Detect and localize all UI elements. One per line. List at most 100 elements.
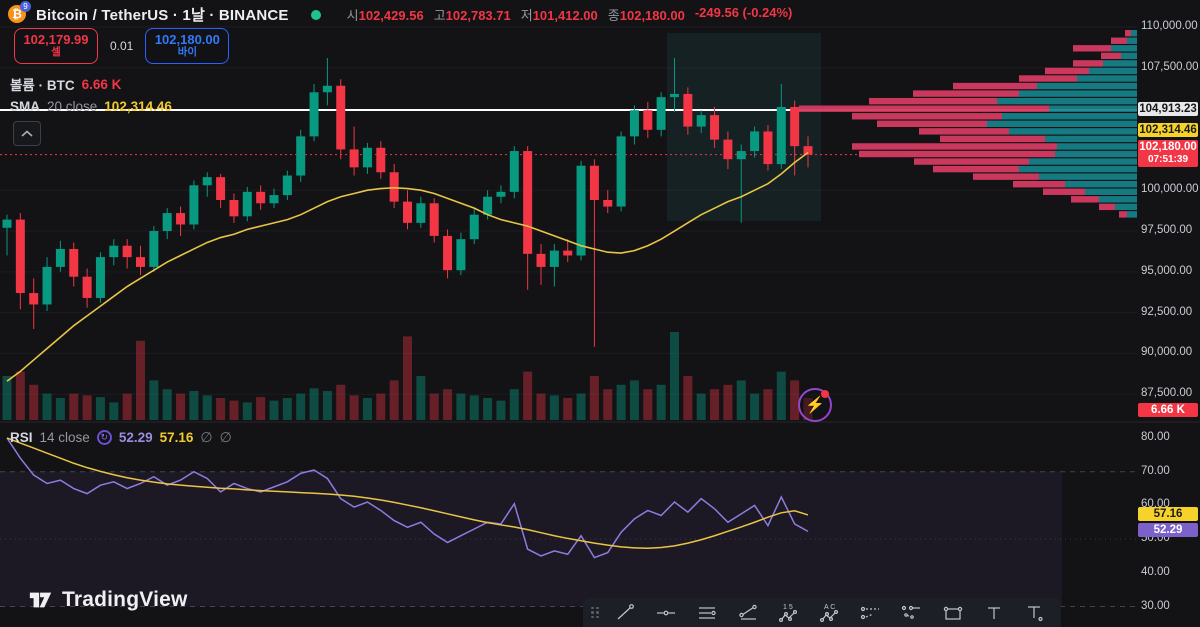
svg-text:A C: A C <box>824 604 835 611</box>
parallel-channel-icon <box>699 606 716 619</box>
rsi-band <box>0 471 1137 607</box>
tradingview-logo-text: TradingView <box>62 588 188 611</box>
symbol-title[interactable]: Bitcoin / TetherUS · 1날 · BINANCE <box>36 7 289 24</box>
axis-tick-label: 30.00 <box>1141 599 1170 612</box>
trade-panel: 102,179.99 셀 0.01 102,180.00 바이 <box>14 28 230 64</box>
volume-legend-title[interactable]: 볼륨 · BTC <box>10 78 75 93</box>
rsi-ma-value: 57.16 <box>159 430 194 445</box>
volume-legend: 볼륨 · BTC 6.66 K <box>10 74 121 94</box>
elliott-correction-icon: A C <box>819 604 838 622</box>
header: ₿ 9 Bitcoin / TetherUS · 1날 · BINANCE 시1… <box>8 0 793 25</box>
tool-pitchfork[interactable] <box>730 600 767 626</box>
last-price-value: 102,180.00 <box>1139 140 1197 153</box>
volume-bars <box>2 332 813 420</box>
volume-legend-value: 6.66 K <box>81 76 122 92</box>
sell-label: 셀 <box>51 46 61 59</box>
rsi-legend: RSI 14 close ↻ 52.29 57.16 ∅ ∅ <box>10 429 232 446</box>
low-value: 101,412.00 <box>532 8 598 23</box>
rsi-ma-badge: 57.16 <box>1138 506 1198 521</box>
rsi-legend-title[interactable]: RSI <box>10 430 33 445</box>
rsi-empty-icon-1: ∅ <box>200 429 213 445</box>
anchored-text-icon <box>1027 605 1043 621</box>
open-label: 시 <box>346 8 359 23</box>
buy-button[interactable]: 102,180.00 바이 <box>145 28 230 64</box>
buy-price: 102,180.00 <box>154 32 220 48</box>
sell-button[interactable]: 102,179.99 셀 <box>14 28 98 64</box>
svg-text:1 5: 1 5 <box>783 604 793 611</box>
axis-tick-label: 87,500.00 <box>1141 387 1193 400</box>
long-position-icon <box>860 606 879 619</box>
last-price-badge: 102,180.00 07:51:39 <box>1138 139 1198 168</box>
tool-anchored-text[interactable] <box>1016 600 1053 626</box>
open-value: 102,429.56 <box>358 8 424 23</box>
sma-legend: SMA 20 close 102,314.46 <box>10 99 172 114</box>
tool-text[interactable] <box>975 600 1012 626</box>
close-label: 종 <box>607 8 620 23</box>
sma-price-badge: 102,314.46 <box>1138 123 1198 137</box>
axis-tick-label: 95,000.00 <box>1141 264 1193 277</box>
horizontal-line-icon <box>657 610 676 615</box>
volume-badge: 6.66 K <box>1138 403 1198 417</box>
notification-dot <box>821 390 829 398</box>
ohlc-values: 시102,429.56 고102,783.71 저101,412.00 종102… <box>347 5 793 24</box>
bitcoin-logo-icon: ₿ 9 <box>8 0 31 25</box>
drawing-toolbar: 1 5 A C <box>583 598 1061 627</box>
high-label: 고 <box>433 8 446 23</box>
axis-tick-label: 70.00 <box>1141 464 1170 477</box>
low-label: 저 <box>520 8 533 23</box>
tool-forecast[interactable] <box>893 600 930 626</box>
axis-tick-label: 40.00 <box>1141 565 1170 578</box>
tool-elliott-correction[interactable]: A C <box>812 600 849 626</box>
tradingview-logo-icon <box>29 592 52 608</box>
buy-label: 바이 <box>177 46 198 59</box>
rsi-legend-params: 14 close <box>39 430 90 445</box>
tool-parallel-channel[interactable] <box>689 600 726 626</box>
text-tool-icon <box>987 606 1000 619</box>
axis-tick-label: 92,500.00 <box>1141 305 1193 318</box>
tool-horizontal-line[interactable] <box>648 600 685 626</box>
rsi-empty-icon-2: ∅ <box>219 429 232 445</box>
market-status-dot-icon[interactable] <box>310 9 321 20</box>
rsi-line[interactable] <box>6 437 809 559</box>
close-value: 102,180.00 <box>619 8 685 23</box>
axis-tick-label: 97,500.00 <box>1141 224 1193 236</box>
rectangle-icon <box>943 606 962 620</box>
tool-long-position[interactable] <box>852 600 889 626</box>
axis-tick-label: 80.00 <box>1141 431 1170 443</box>
rsi-badge: 52.29 <box>1138 523 1198 538</box>
rsi-ma-line[interactable] <box>6 437 809 549</box>
axis-tick-label: 90,000.00 <box>1141 346 1193 359</box>
volume-profile <box>799 30 1137 218</box>
axis-tick-label: 110,000.00 <box>1141 20 1198 32</box>
tool-elliott-impulse[interactable]: 1 5 <box>771 600 808 626</box>
lightning-icon: ⚡ <box>805 397 825 414</box>
axis-tick-label: 100,000.00 <box>1141 183 1199 196</box>
toolbar-drag-handle[interactable] <box>591 606 599 619</box>
sma-line[interactable] <box>6 151 809 382</box>
tradingview-logo[interactable]: TradingView <box>28 588 188 612</box>
sma-legend-value: 102,314.46 <box>104 99 172 114</box>
tool-rectangle[interactable] <box>934 600 971 626</box>
trend-line-icon <box>618 603 635 619</box>
coin-badge: 9 <box>20 0 31 12</box>
spread-value: 0.01 <box>110 39 134 53</box>
tool-trend-line[interactable] <box>607 600 644 626</box>
countdown-price-badge: 104,913.23 <box>1138 102 1198 117</box>
lightning-trade-button[interactable]: ⚡ <box>798 388 832 422</box>
collapse-pane-button[interactable] <box>13 121 41 146</box>
sma-legend-title[interactable]: SMA <box>10 99 40 114</box>
sell-price: 102,179.99 <box>23 32 89 48</box>
elliott-impulse-icon: 1 5 <box>779 604 798 622</box>
change-value: -249.56 (-0.24%) <box>694 5 793 20</box>
pitchfork-icon <box>739 604 757 620</box>
candlestick-series <box>2 58 813 347</box>
axis-tick-label: 107,500.00 <box>1141 60 1199 73</box>
bar-countdown: 07:51:39 <box>1147 154 1189 166</box>
chevron-up-icon <box>21 129 33 137</box>
sma-legend-params: 20 close <box>47 99 98 114</box>
high-value: 102,783.71 <box>445 8 511 23</box>
rsi-value: 52.29 <box>118 430 153 445</box>
rsi-refresh-icon[interactable]: ↻ <box>96 430 112 445</box>
